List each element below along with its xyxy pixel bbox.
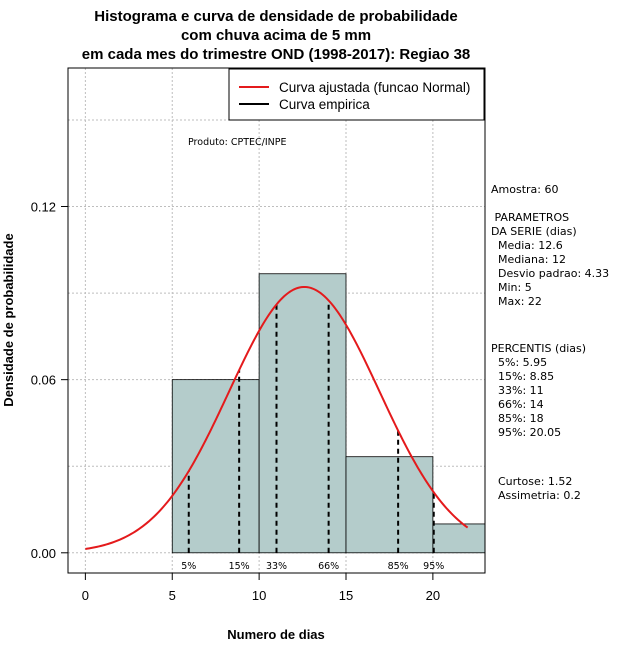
percentile-label: 33% bbox=[266, 561, 287, 572]
legend-label-normal: Curva ajustada (funcao Normal) bbox=[279, 80, 470, 95]
percentil-33: 33%: 11 bbox=[491, 384, 544, 397]
legend: Curva ajustada (funcao Normal) Curva emp… bbox=[228, 68, 485, 121]
percentile-label: 15% bbox=[229, 561, 250, 572]
param-desvio: Desvio padrao: 4.33 bbox=[491, 267, 609, 280]
x-tick-label: 20 bbox=[426, 588, 440, 603]
chart-title-line-3: em cada mes do trimestre OND (1998-2017)… bbox=[82, 46, 471, 63]
y-tick-label: 0.12 bbox=[31, 200, 56, 215]
histogram-bars bbox=[171, 273, 486, 554]
percentile-lines: 5% 15% 33% 66% 85% 95% bbox=[181, 300, 444, 572]
param-max: Max: 22 bbox=[491, 295, 542, 308]
histogram-bar bbox=[171, 379, 260, 554]
percentil-66: 66%: 14 bbox=[491, 398, 544, 411]
x-tick-label: 15 bbox=[339, 588, 353, 603]
legend-label-empirical: Curva empirica bbox=[279, 97, 370, 112]
params-header-2: DA SERIE (dias) bbox=[491, 225, 577, 238]
normal-curve bbox=[85, 285, 469, 550]
percentile-label: 85% bbox=[388, 561, 409, 572]
legend-box bbox=[228, 68, 485, 121]
normal-fit-curve bbox=[85, 285, 469, 550]
y-tick-label: 0.00 bbox=[31, 546, 56, 561]
params-header-1: PARAMETROS bbox=[491, 211, 569, 224]
stat-assimetria: Assimetria: 0.2 bbox=[491, 489, 581, 502]
x-tick-label: 0 bbox=[82, 588, 89, 603]
y-tick-label: 0.06 bbox=[31, 373, 56, 388]
x-axis-title: Numero de dias bbox=[227, 627, 325, 642]
percentil-85: 85%: 18 bbox=[491, 412, 544, 425]
percentis-header: PERCENTIS (dias) bbox=[491, 342, 586, 355]
x-tick-label: 10 bbox=[252, 588, 266, 603]
histogram-bar bbox=[258, 273, 347, 554]
param-min: Min: 5 bbox=[491, 281, 532, 294]
stats-panel: Amostra: 60 PARAMETROS DA SERIE (dias) M… bbox=[491, 183, 609, 502]
stat-curtose: Curtose: 1.52 bbox=[491, 475, 572, 488]
param-media: Media: 12.6 bbox=[491, 239, 563, 252]
percentile-label: 5% bbox=[181, 561, 196, 572]
histogram-bar bbox=[345, 456, 434, 554]
percentile-label: 66% bbox=[318, 561, 339, 572]
y-axis-title: Densidade de probabilidade bbox=[1, 233, 16, 406]
histogram-bar bbox=[432, 523, 486, 554]
chart-title-line-1: Histograma e curva de densidade de proba… bbox=[94, 8, 457, 25]
axes: 0 5 10 15 20 0.00 0.06 0.12 bbox=[31, 200, 440, 603]
chart-title-line-2: com chuva acima de 5 mm bbox=[181, 27, 371, 44]
x-tick-label: 5 bbox=[169, 588, 176, 603]
product-note: Produto: CPTEC/INPE bbox=[188, 137, 287, 148]
percentile-label: 95% bbox=[423, 561, 444, 572]
stat-sample: Amostra: 60 bbox=[491, 183, 558, 196]
param-mediana: Mediana: 12 bbox=[491, 253, 566, 266]
percentil-95: 95%: 20.05 bbox=[491, 426, 561, 439]
percentil-15: 15%: 8.85 bbox=[491, 370, 554, 383]
percentil-5: 5%: 5.95 bbox=[491, 356, 547, 369]
